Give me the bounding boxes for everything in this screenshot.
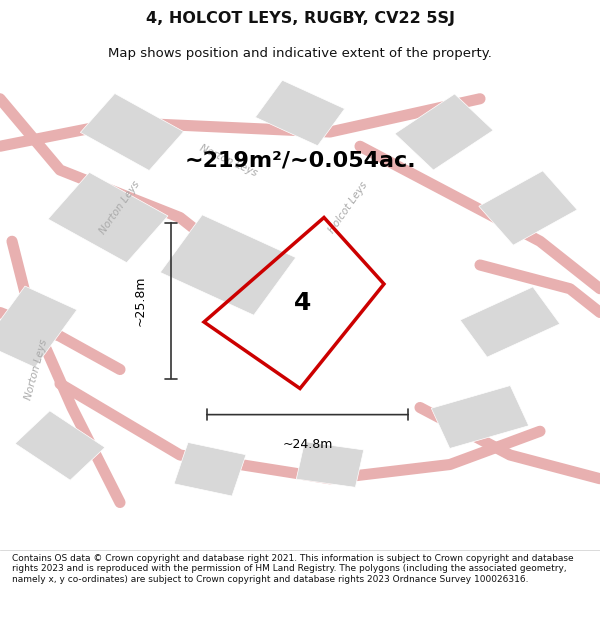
Text: Map shows position and indicative extent of the property.: Map shows position and indicative extent… xyxy=(108,48,492,61)
Polygon shape xyxy=(479,171,577,245)
Text: Holcot Leys: Holcot Leys xyxy=(326,181,370,236)
Text: ~219m²/~0.054ac.: ~219m²/~0.054ac. xyxy=(184,151,416,171)
Polygon shape xyxy=(296,442,364,488)
Text: Norton Leys: Norton Leys xyxy=(98,179,142,236)
Text: Norton Leys: Norton Leys xyxy=(197,142,259,178)
Text: 4: 4 xyxy=(295,291,311,315)
Text: 4, HOLCOT LEYS, RUGBY, CV22 5SJ: 4, HOLCOT LEYS, RUGBY, CV22 5SJ xyxy=(146,11,455,26)
Polygon shape xyxy=(460,287,560,357)
Polygon shape xyxy=(0,286,77,368)
Text: Contains OS data © Crown copyright and database right 2021. This information is : Contains OS data © Crown copyright and d… xyxy=(12,554,574,584)
Polygon shape xyxy=(80,94,184,171)
Polygon shape xyxy=(431,386,529,449)
Polygon shape xyxy=(395,94,493,170)
Text: Norton Leys: Norton Leys xyxy=(23,338,49,401)
Polygon shape xyxy=(48,173,168,262)
Polygon shape xyxy=(174,442,246,496)
Text: ~24.8m: ~24.8m xyxy=(283,438,332,451)
Polygon shape xyxy=(15,411,105,480)
Polygon shape xyxy=(256,80,344,146)
Text: ~25.8m: ~25.8m xyxy=(134,276,147,326)
Polygon shape xyxy=(160,215,296,315)
